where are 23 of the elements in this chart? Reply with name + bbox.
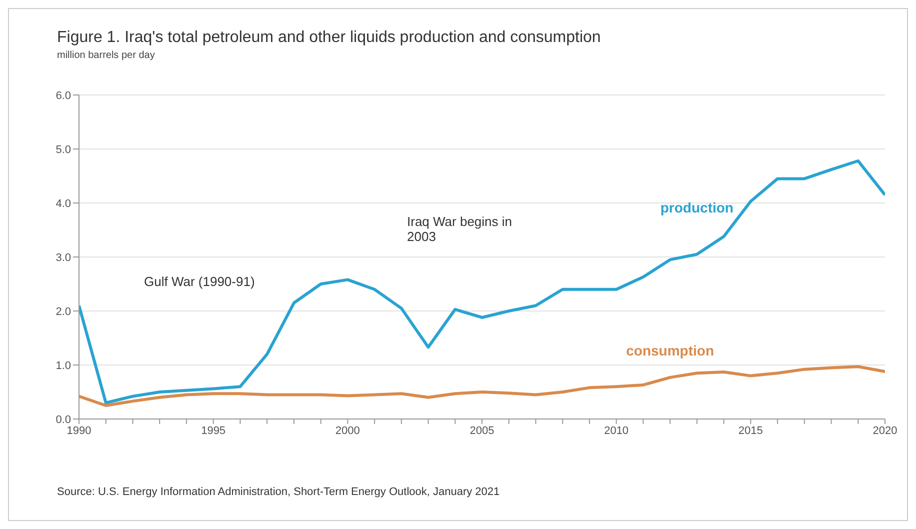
line-series (79, 365, 885, 407)
x-tick-label: 2020 (872, 424, 898, 437)
source-note: Source: U.S. Energy Information Administration, Short-Term Energy Outlook, January 2021 (57, 486, 501, 498)
y-axis-title: million barrels per day (57, 50, 155, 61)
annotation: Iraq War begins in 2003 (407, 214, 514, 244)
y-tick-label: 3.0 (56, 252, 71, 264)
y-tick-label: 1.0 (56, 360, 71, 372)
series-label: production (660, 199, 734, 216)
annotation: Gulf War (1990-91) (144, 274, 256, 289)
x-tick-label: 2005 (470, 424, 494, 437)
x-tick-label: 2015 (738, 424, 763, 437)
y-tick-label: 4.0 (56, 198, 71, 210)
x-tick-label: 2010 (604, 424, 629, 437)
y-tick-label: 5.0 (56, 144, 71, 156)
x-tick-label: 1990 (66, 424, 92, 437)
chart-title: Figure 1. Iraq's total petroleum and other liquids production and consumption (57, 29, 601, 47)
y-tick-label: 2.0 (56, 306, 71, 318)
series-label: consumption (626, 342, 714, 358)
x-tick-label: 1995 (201, 424, 226, 437)
x-tick-label: 2000 (335, 424, 360, 437)
line-series (79, 159, 885, 404)
y-tick-label: 0.0 (56, 414, 71, 426)
y-tick-label: 6.0 (56, 90, 71, 102)
